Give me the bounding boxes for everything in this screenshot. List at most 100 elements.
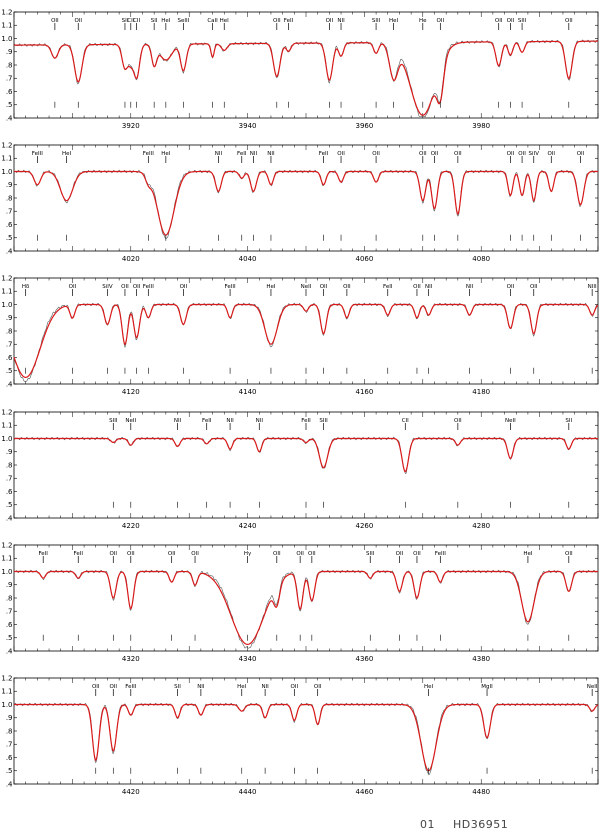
panel-frame [13, 677, 599, 785]
line-id-label: SIII [109, 418, 118, 424]
line-id-label: OII [495, 18, 503, 24]
y-tick-label: 1.2 [1, 674, 12, 682]
x-tick-label: 4060 [355, 255, 373, 263]
y-tick-label: .5 [6, 367, 13, 375]
line-id-label: SiIV [529, 151, 540, 157]
y-tick-label: .7 [6, 208, 13, 216]
x-tick-label: 4260 [355, 522, 373, 530]
y-tick-label: .5 [6, 634, 13, 642]
line-id-label: NeII [505, 418, 516, 424]
y-tick-label: .7 [6, 75, 13, 83]
y-tick-label: .8 [6, 594, 13, 602]
line-id-label: NII [337, 18, 345, 24]
line-id-label: OII [507, 151, 515, 157]
line-id-label: OII [419, 151, 427, 157]
y-tick-label: .8 [6, 727, 13, 735]
line-id-label: Hδ [22, 284, 30, 290]
line-id-label: OII [121, 284, 129, 290]
model-spectrum [14, 570, 598, 645]
line-id-label: OII [291, 684, 299, 690]
x-tick-label: 4380 [472, 655, 490, 663]
line-id-label: NII [215, 151, 223, 157]
line-id-label: HeI [424, 684, 434, 690]
y-tick-label: .6 [6, 621, 13, 629]
line-id-label: OII [326, 18, 334, 24]
y-tick-label: .4 [6, 380, 13, 388]
y-tick-label: .9 [6, 181, 13, 189]
line-id-label: FeII [73, 551, 83, 557]
panel-2: 1.2 1.1 1.0 .9 .8 .7 .6 .5 .4 4020 4040 4060 4080 FeI… [1, 141, 599, 263]
x-tick-label: 4140 [239, 388, 257, 396]
y-tick-label: .7 [6, 341, 13, 349]
line-id-label: HeI [237, 684, 247, 690]
line-id-label: OII [320, 284, 328, 290]
line-id-label: OII [343, 284, 351, 290]
model-spectrum [14, 170, 598, 236]
x-tick-label: 3980 [472, 122, 490, 130]
y-tick-label: .4 [6, 247, 13, 255]
x-tick-label: 4320 [122, 655, 140, 663]
y-tick-label: .5 [6, 501, 13, 509]
line-id-label: NeII [125, 418, 136, 424]
line-id-label: CII [133, 18, 140, 24]
observed-spectrum [13, 169, 598, 240]
y-tick-label: .4 [6, 647, 13, 655]
y-tick-label: 1.2 [1, 541, 12, 549]
line-id-label: SIII [372, 18, 381, 24]
line-id-label: OII [51, 18, 59, 24]
line-id-label: OII [437, 18, 445, 24]
line-id-label: OII [507, 284, 515, 290]
y-tick-label: 1.1 [1, 688, 12, 696]
line-id-label: SeIII [177, 18, 189, 24]
line-id-label: FeIII [143, 151, 154, 157]
x-tick-label: 3940 [239, 122, 257, 130]
figure-caption: 01 HD36951 [420, 818, 522, 831]
panel-6: 1.2 1.1 1.0 .9 .8 .7 .6 .5 .4 4420 4440 4460 4480 OII… [1, 674, 599, 796]
line-id-label: OII [74, 18, 82, 24]
line-id-label: HeI [62, 151, 72, 157]
y-tick-label: .9 [6, 714, 13, 722]
x-tick-label: 4240 [239, 522, 257, 530]
y-tick-label: 1.2 [1, 408, 12, 416]
panel-1: 1.2 1.1 1.0 .9 .8 .7 .6 .5 .4 3920 3940 3960 3980 OII… [1, 8, 599, 130]
model-spectrum [14, 703, 599, 772]
line-id-label: CaII [207, 18, 218, 24]
y-tick-label: .9 [6, 448, 13, 456]
y-tick-label: .7 [6, 608, 13, 616]
panel-3: 1.2 1.1 1.0 .9 .8 .7 .6 .5 .4 4120 4140 4160 4180 Hδ O… [1, 274, 599, 396]
line-id-label: OII [273, 18, 281, 24]
y-tick-label: 1.1 [1, 155, 12, 163]
line-id-label: SIII [366, 551, 375, 557]
x-tick-label: 4080 [472, 255, 490, 263]
caption-star: HD36951 [453, 818, 509, 831]
x-tick-label: 4460 [355, 788, 373, 796]
line-id-label: OII [168, 551, 176, 557]
line-id-label: NeII [587, 684, 598, 690]
y-tick-label: 1.0 [1, 701, 12, 709]
y-tick-label: .8 [6, 194, 13, 202]
line-id-label: NeII [301, 284, 312, 290]
y-tick-label: .5 [6, 101, 13, 109]
y-tick-label: .8 [6, 461, 13, 469]
line-id-label: FeIII [225, 284, 236, 290]
line-id-label: OII [308, 551, 316, 557]
y-tick-label: 1.0 [1, 168, 12, 176]
line-id-label: OII [565, 18, 573, 24]
y-tick-label: 1.2 [1, 274, 12, 282]
line-id-label: OII [109, 551, 117, 557]
x-tick-label: 4220 [122, 522, 140, 530]
line-id-label: FeII [237, 151, 247, 157]
line-id-label: OII [273, 551, 281, 557]
y-tick-label: .8 [6, 327, 13, 335]
line-id-label: OII [413, 284, 421, 290]
x-tick-label: 4040 [239, 255, 257, 263]
line-id-label: CII [402, 418, 409, 424]
line-id-label: OII [431, 151, 439, 157]
line-id-label: NII [466, 284, 474, 290]
panel-5: 1.2 1.1 1.0 .9 .8 .7 .6 .5 .4 4320 4340 4360 4380 FeI… [1, 541, 599, 663]
line-id-label: OII [454, 418, 462, 424]
line-id-label: FeIII [32, 151, 43, 157]
y-tick-label: 1.0 [1, 35, 12, 43]
panel-frame [13, 544, 599, 652]
x-tick-label: 4120 [122, 388, 140, 396]
